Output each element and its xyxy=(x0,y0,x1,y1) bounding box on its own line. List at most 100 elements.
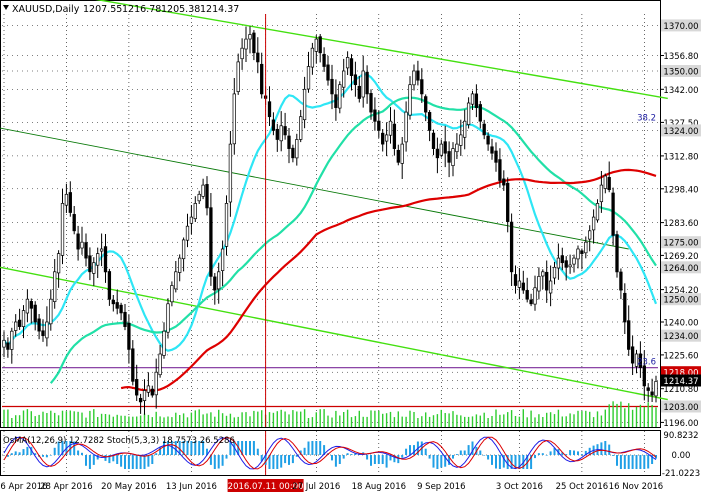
volume-bar xyxy=(456,414,458,427)
y-level-box xyxy=(661,374,701,387)
osma-bar xyxy=(498,455,501,469)
candle-body xyxy=(131,348,135,382)
candle xyxy=(478,101,482,129)
candle-body xyxy=(2,339,6,348)
candle-body xyxy=(588,230,592,240)
candle-body xyxy=(138,397,143,403)
candle-body xyxy=(60,203,65,256)
candle-body xyxy=(548,280,553,294)
volume-bar xyxy=(233,417,235,427)
candle-body xyxy=(545,271,549,291)
candle xyxy=(53,259,57,309)
candle-body xyxy=(451,148,455,166)
osma-bar xyxy=(291,455,294,464)
osma-bar xyxy=(45,455,48,458)
candle-body xyxy=(322,53,326,67)
osma-bar xyxy=(389,455,392,461)
candle-body xyxy=(353,74,358,86)
candle xyxy=(131,340,135,386)
osma-bar xyxy=(49,455,52,456)
candle-body xyxy=(377,120,381,131)
candle-body xyxy=(197,193,201,202)
candle xyxy=(178,254,182,282)
osma-bar xyxy=(331,455,333,461)
volume-bar xyxy=(413,412,415,427)
candle xyxy=(435,137,440,174)
candle-body xyxy=(287,135,291,149)
y-tick-label: 1225.60 xyxy=(663,351,698,361)
sma-mid-line xyxy=(49,96,657,384)
dropdown-arrow-icon[interactable] xyxy=(3,5,9,10)
candle xyxy=(228,131,233,217)
candle-body xyxy=(443,141,447,154)
osma-bar xyxy=(288,455,290,465)
osma-bar xyxy=(569,450,572,456)
candle-body xyxy=(591,216,596,231)
osma-bar xyxy=(448,455,451,465)
candle-body xyxy=(181,239,186,260)
candle-body xyxy=(361,70,365,98)
osma-bar xyxy=(85,455,87,466)
osma-bar xyxy=(338,455,341,464)
volume-bar xyxy=(11,418,13,427)
candle xyxy=(96,247,100,278)
y-level-box xyxy=(661,293,701,306)
candle-body xyxy=(568,264,572,268)
volume-bar xyxy=(249,416,251,427)
candle xyxy=(240,38,244,70)
candle xyxy=(41,319,45,342)
candle-body xyxy=(279,125,283,142)
candle xyxy=(447,141,451,178)
candle xyxy=(459,119,463,156)
candle-body xyxy=(306,66,311,90)
candle-body xyxy=(135,379,139,396)
osma-bar xyxy=(14,451,17,455)
candle-body xyxy=(474,93,479,108)
candle xyxy=(72,206,76,235)
candle xyxy=(377,110,381,138)
volume-bar xyxy=(54,412,56,427)
candle xyxy=(634,349,639,374)
volume-bar xyxy=(112,416,114,427)
volume-bar xyxy=(182,413,185,427)
candle xyxy=(416,60,420,86)
candle xyxy=(279,111,283,152)
volume-bar xyxy=(522,409,524,427)
candle xyxy=(158,344,162,378)
candle-body xyxy=(490,146,494,154)
candle xyxy=(619,268,623,300)
candle-body xyxy=(494,150,498,163)
candle xyxy=(630,335,635,375)
volume-bar xyxy=(561,416,563,427)
candle xyxy=(623,283,627,334)
osma-bar xyxy=(545,455,548,456)
candle-body xyxy=(6,342,10,350)
candle xyxy=(650,378,654,402)
candle-body xyxy=(506,182,510,222)
osma-bar xyxy=(213,455,216,469)
volume-bar xyxy=(136,416,138,427)
candle xyxy=(396,144,400,166)
osma-bar xyxy=(541,453,544,455)
candle-body xyxy=(107,271,112,300)
osma-bar xyxy=(471,441,474,455)
volume-bar xyxy=(34,416,36,427)
candle xyxy=(14,314,18,337)
volume-bar xyxy=(229,413,232,427)
volume-bar xyxy=(46,413,48,427)
volume-bar xyxy=(284,411,286,427)
volume-bar xyxy=(421,416,423,427)
volume-bar xyxy=(628,403,630,427)
osma-bar xyxy=(565,454,568,455)
osma-bar xyxy=(436,455,439,469)
candle-body xyxy=(459,134,463,146)
candle xyxy=(556,243,561,280)
candle-body xyxy=(68,192,72,213)
osma-bar xyxy=(139,455,142,469)
osma-bar xyxy=(401,455,404,458)
osma-bar xyxy=(502,455,505,468)
osma-bar xyxy=(170,441,173,455)
osma-bar xyxy=(373,455,376,464)
candle-body xyxy=(21,310,26,327)
